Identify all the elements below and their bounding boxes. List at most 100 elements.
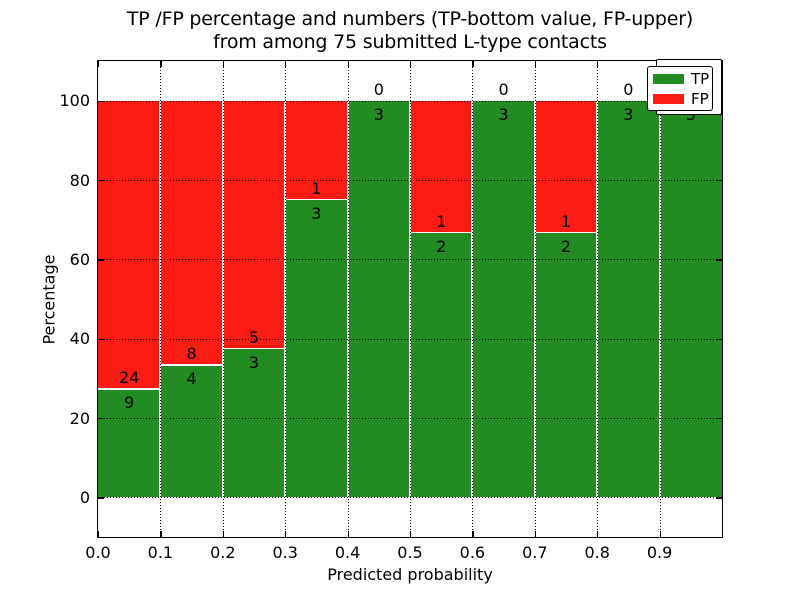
x-tick-label: 0.5 [397, 543, 423, 562]
gridline-vertical [472, 61, 474, 537]
gridline-horizontal [98, 338, 722, 340]
bar-boundary-edge [285, 198, 348, 201]
tp-bar-segment [597, 100, 660, 498]
fp-count-label: 0 [623, 79, 634, 99]
y-tick-mark [98, 418, 104, 420]
gridline-vertical [534, 61, 536, 537]
fp-count-label: 0 [498, 79, 509, 99]
y-tick-mark [98, 497, 104, 499]
x-tick-label: 0.6 [459, 543, 486, 562]
gridline-vertical [347, 61, 349, 537]
fp-count-label: 5 [248, 327, 260, 347]
bar-boundary-edge [410, 231, 473, 234]
chart-title-line2: from among 75 submitted L-type contacts [213, 31, 607, 53]
gridline-horizontal [98, 180, 722, 181]
x-tick-mark [597, 531, 599, 537]
x-tick-mark [659, 531, 661, 537]
x-tick-mark-top [347, 61, 349, 67]
fp-count-label: 1 [436, 211, 447, 231]
gridline-horizontal [98, 259, 722, 261]
x-tick-mark-top [410, 61, 412, 67]
legend-label: TP [691, 70, 710, 88]
gridline-horizontal [98, 100, 722, 102]
x-tick-mark [410, 531, 412, 537]
x-tick-mark [472, 531, 474, 537]
gridline-horizontal [98, 418, 722, 419]
tp-count-label: 3 [623, 104, 634, 124]
y-tick-mark [98, 259, 104, 261]
x-tick-mark [222, 531, 225, 537]
y-tick-label: 60 [69, 249, 90, 269]
gridline-vertical [285, 61, 287, 537]
y-tick-label: 100 [59, 91, 90, 111]
bar-boundary-edge [98, 388, 161, 390]
legend-label: FP [691, 90, 709, 108]
tp-count-label: 2 [436, 236, 447, 256]
bar-boundary-edge [534, 231, 598, 234]
tp-bar-segment [347, 100, 410, 498]
x-tick-mark-top [597, 61, 599, 67]
y-tick-label: 80 [69, 170, 90, 190]
y-tick-mark-right [716, 338, 722, 340]
x-tick-mark-top [222, 61, 225, 67]
x-tick-label: 0.2 [210, 543, 236, 562]
y-tick-mark-right [716, 259, 722, 261]
tp-bar-segment [410, 232, 473, 498]
fp-bar-segment [534, 100, 598, 233]
tp-bar-segment [160, 365, 223, 498]
tp-count-label: 3 [498, 104, 509, 124]
legend: TP FP [647, 66, 713, 111]
x-tick-label: 0.7 [522, 543, 548, 562]
gridline-horizontal [98, 497, 722, 499]
fp-bar-segment [98, 100, 161, 390]
x-tick-label: 0.9 [646, 543, 673, 562]
gridline-vertical [410, 61, 411, 537]
bar-boundary-edge [222, 347, 286, 350]
x-tick-mark [534, 531, 537, 537]
x-tick-mark [98, 531, 100, 537]
x-tick-mark-top [534, 61, 537, 67]
legend-entry: FP [648, 89, 712, 109]
fp-count-label: 0 [373, 79, 384, 99]
bar-boundary-edge [160, 364, 223, 366]
tp-count-label: 9 [124, 393, 135, 413]
tp-count-label: 3 [373, 104, 384, 124]
x-tick-label: 0.8 [584, 543, 610, 562]
x-tick-mark-top [285, 61, 287, 67]
tp-bar-segment [285, 199, 348, 498]
fp-count-label: 1 [311, 178, 322, 198]
gridline-vertical [160, 61, 162, 537]
x-tick-mark [347, 531, 349, 537]
x-axis-label: Predicted probability [327, 565, 493, 584]
fp-bar-segment [222, 100, 286, 349]
y-tick-label: 0 [79, 487, 90, 507]
y-tick-mark [98, 100, 104, 102]
x-tick-mark-top [472, 61, 474, 67]
legend-entry: TP [648, 69, 712, 89]
y-tick-label: 20 [69, 408, 90, 428]
x-tick-mark-top [160, 61, 162, 67]
tp-legend-swatch [653, 74, 684, 84]
y-tick-mark [98, 338, 104, 340]
y-tick-label: 40 [69, 329, 90, 349]
fp-count-label: 24 [119, 368, 140, 388]
tp-bar-segment [222, 348, 286, 498]
x-tick-label: 0.0 [85, 543, 111, 562]
gridline-vertical [659, 61, 661, 537]
x-tick-label: 0.1 [147, 543, 174, 562]
gridline-vertical [597, 61, 599, 537]
tp-bar-segment [98, 389, 161, 498]
tp-count-label: 3 [248, 352, 260, 372]
tp-bar-segment [659, 100, 722, 498]
fp-count-label: 1 [560, 211, 572, 231]
fp-count-label: 8 [186, 344, 197, 364]
chart-title-line1: TP /FP percentage and numbers (TP-bottom… [126, 8, 694, 30]
y-tick-mark-right [716, 180, 722, 182]
x-tick-label: 0.4 [334, 543, 361, 562]
tp-count-label: 3 [311, 203, 322, 223]
x-tick-mark [160, 531, 162, 537]
tp-count-label: 2 [560, 236, 572, 256]
tp-count-label: 4 [186, 369, 197, 389]
tp-bar-segment [472, 100, 535, 498]
